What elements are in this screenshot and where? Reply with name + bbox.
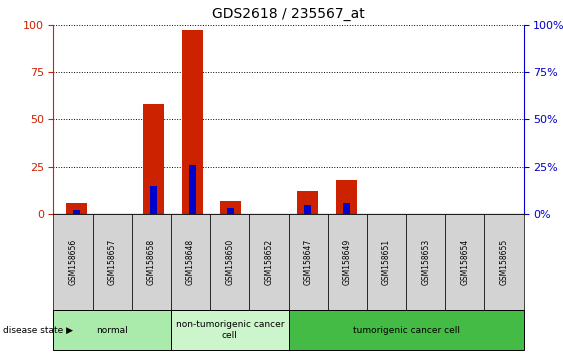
Bar — [297, 192, 319, 214]
Bar — [305, 205, 311, 214]
Title: GDS2618 / 235567_at: GDS2618 / 235567_at — [212, 7, 365, 21]
Bar — [143, 104, 164, 214]
Bar — [73, 210, 80, 214]
Bar — [182, 30, 203, 214]
Text: GSM158658: GSM158658 — [147, 239, 156, 285]
Bar — [66, 203, 87, 214]
Text: GSM158653: GSM158653 — [421, 239, 430, 285]
Text: GSM158656: GSM158656 — [69, 239, 78, 285]
Text: GSM158649: GSM158649 — [343, 239, 352, 285]
Text: GSM158655: GSM158655 — [499, 239, 508, 285]
Text: GSM158647: GSM158647 — [303, 239, 312, 285]
Bar — [150, 186, 157, 214]
Bar — [220, 201, 242, 214]
Bar — [343, 203, 350, 214]
Text: GSM158651: GSM158651 — [382, 239, 391, 285]
Text: tumorigenic cancer cell: tumorigenic cancer cell — [352, 326, 459, 335]
Text: non-tumorigenic cancer
cell: non-tumorigenic cancer cell — [176, 320, 284, 340]
Text: GSM158654: GSM158654 — [461, 239, 470, 285]
Text: normal: normal — [96, 326, 128, 335]
Text: disease state ▶: disease state ▶ — [3, 326, 73, 335]
Bar — [336, 180, 357, 214]
Text: GSM158650: GSM158650 — [225, 239, 234, 285]
Text: GSM158652: GSM158652 — [265, 239, 274, 285]
Text: GSM158657: GSM158657 — [108, 239, 117, 285]
Text: GSM158648: GSM158648 — [186, 239, 195, 285]
Bar — [189, 165, 196, 214]
Bar — [227, 209, 234, 214]
